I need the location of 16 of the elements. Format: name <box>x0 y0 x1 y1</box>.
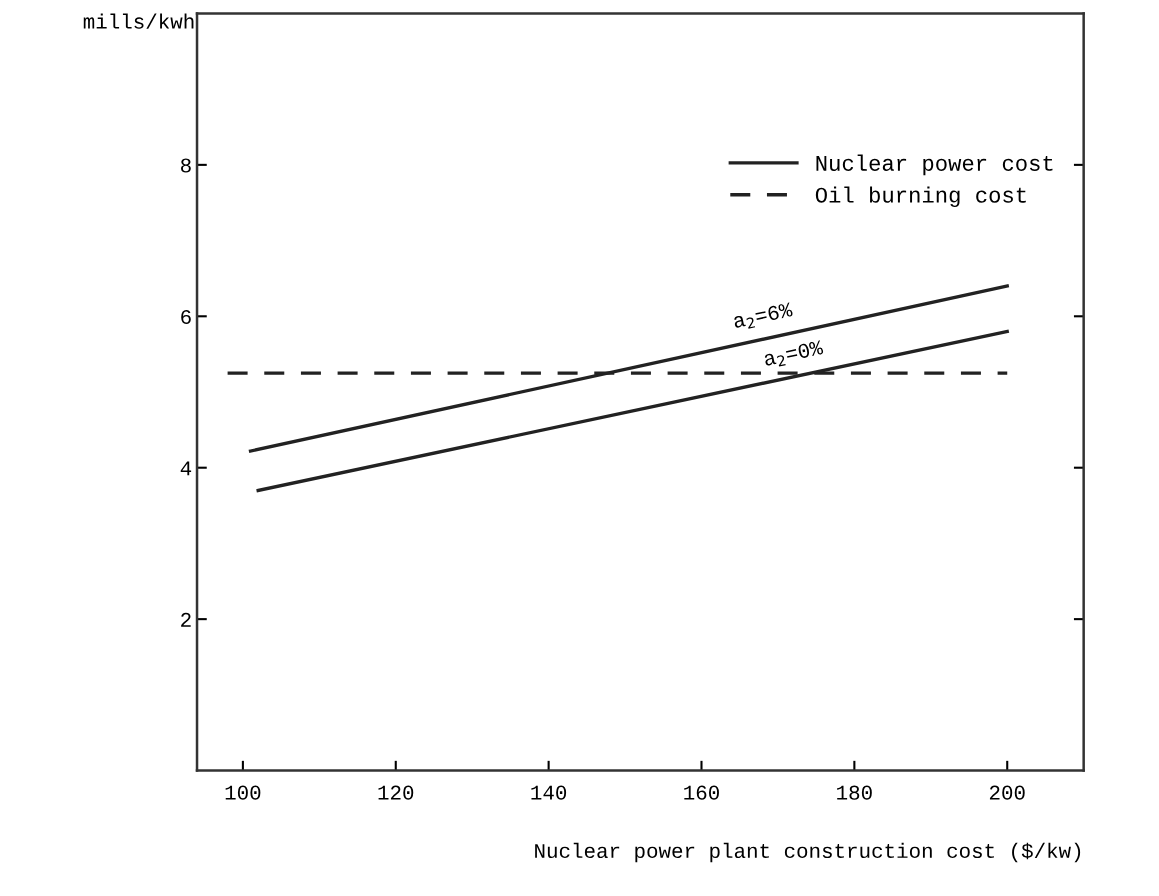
x-tick-label: 140 <box>531 785 567 800</box>
y-axis-title: mills/kwh <box>83 13 194 29</box>
legend-label: Nuclear power cost <box>816 154 1053 176</box>
y-tick-label: 6 <box>181 309 191 325</box>
x-tick-label: 120 <box>378 785 414 800</box>
x-tick-label: 100 <box>225 785 261 800</box>
y-tick-label: 8 <box>181 158 191 173</box>
y-tick-label: 4 <box>180 461 192 476</box>
legend-label: Oil burning cost <box>815 186 1026 208</box>
x-tick-label: 200 <box>989 785 1025 800</box>
x-tick-label: 180 <box>837 785 872 800</box>
x-axis-title: Nuclear power plant construction cost ($/kw) <box>535 842 1081 863</box>
annotation: a$_{2}$=6% <box>732 302 794 332</box>
y-tick-label: 2 <box>181 612 191 627</box>
x-tick-label: 160 <box>684 785 719 800</box>
annotation: a$_{2}$=0% <box>763 340 825 370</box>
